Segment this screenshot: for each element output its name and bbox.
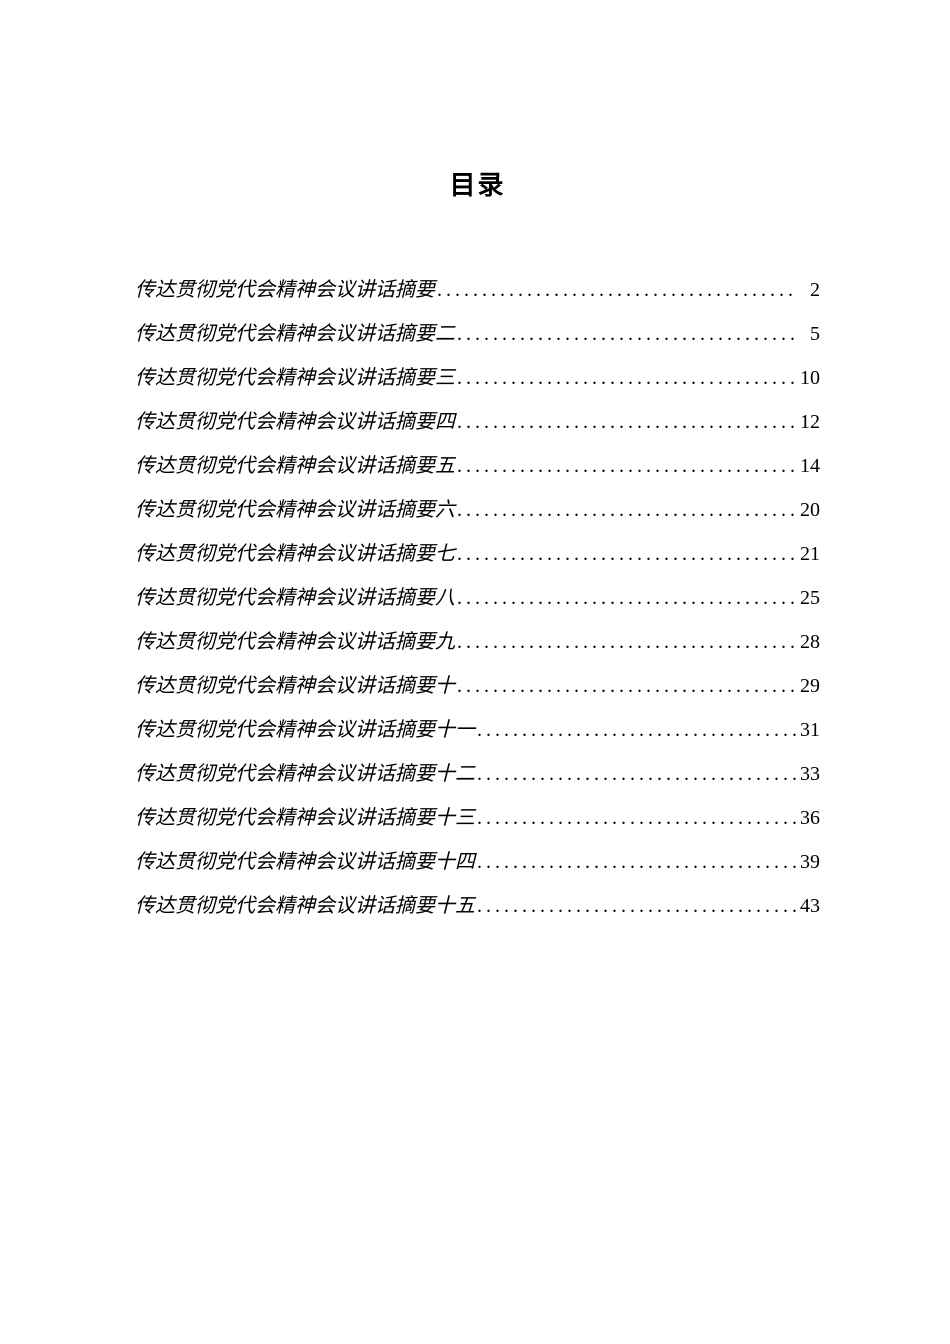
- toc-entry[interactable]: 传达贯彻党代会精神会议讲话摘要二........................…: [135, 324, 820, 344]
- toc-entry-dots: ........................................…: [455, 368, 796, 388]
- toc-entry-page: 28: [796, 632, 820, 652]
- toc-entry-page: 5: [796, 324, 820, 344]
- toc-entry-page: 14: [796, 456, 820, 476]
- toc-entry-label: 传达贯彻党代会精神会议讲话摘要十二: [135, 764, 475, 784]
- toc-entry[interactable]: 传达贯彻党代会精神会议讲话摘要十........................…: [135, 676, 820, 696]
- toc-entry-dots: ........................................…: [455, 324, 796, 344]
- toc-entry-dots: ........................................…: [435, 280, 796, 300]
- toc-entry-label: 传达贯彻党代会精神会议讲话摘要十一: [135, 720, 475, 740]
- toc-entry-dots: ........................................…: [455, 456, 796, 476]
- toc-entry-label: 传达贯彻党代会精神会议讲话摘要五: [135, 456, 455, 476]
- toc-entry-page: 36: [796, 808, 820, 828]
- toc-entry-page: 20: [796, 500, 820, 520]
- toc-entry[interactable]: 传达贯彻党代会精神会议讲话摘要十二.......................…: [135, 764, 820, 784]
- toc-entry-page: 21: [796, 544, 820, 564]
- toc-entry-dots: ........................................…: [475, 852, 796, 872]
- toc-entry-label: 传达贯彻党代会精神会议讲话摘要六: [135, 500, 455, 520]
- toc-entry-label: 传达贯彻党代会精神会议讲话摘要九: [135, 632, 455, 652]
- toc-entry-page: 12: [796, 412, 820, 432]
- toc-entry-dots: ........................................…: [475, 720, 796, 740]
- toc-entry[interactable]: 传达贯彻党代会精神会议讲话摘要十三.......................…: [135, 808, 820, 828]
- toc-entry-dots: ........................................…: [455, 500, 796, 520]
- toc-entry-page: 10: [796, 368, 820, 388]
- toc-entry[interactable]: 传达贯彻党代会精神会议讲话摘要七........................…: [135, 544, 820, 564]
- toc-entry-dots: ........................................…: [475, 764, 796, 784]
- toc-entry-dots: ........................................…: [455, 676, 796, 696]
- toc-entry-label: 传达贯彻党代会精神会议讲话摘要十四: [135, 852, 475, 872]
- toc-title: 目录: [135, 165, 820, 202]
- toc-entry-label: 传达贯彻党代会精神会议讲话摘要八: [135, 588, 455, 608]
- toc-entry-page: 43: [796, 896, 820, 916]
- toc-entry[interactable]: 传达贯彻党代会精神会议讲话摘要五........................…: [135, 456, 820, 476]
- toc-entry-label: 传达贯彻党代会精神会议讲话摘要三: [135, 368, 455, 388]
- toc-entry[interactable]: 传达贯彻党代会精神会议讲话摘要十四.......................…: [135, 852, 820, 872]
- toc-entry-label: 传达贯彻党代会精神会议讲话摘要十: [135, 676, 455, 696]
- toc-entry[interactable]: 传达贯彻党代会精神会议讲话摘要十一.......................…: [135, 720, 820, 740]
- toc-entry-label: 传达贯彻党代会精神会议讲话摘要二: [135, 324, 455, 344]
- toc-entry[interactable]: 传达贯彻党代会精神会议讲话摘要三........................…: [135, 368, 820, 388]
- toc-entry[interactable]: 传达贯彻党代会精神会议讲话摘要.........................…: [135, 280, 820, 300]
- toc-entry-page: 2: [796, 280, 820, 300]
- toc-container: 传达贯彻党代会精神会议讲话摘要.........................…: [135, 280, 820, 916]
- toc-entry[interactable]: 传达贯彻党代会精神会议讲话摘要六........................…: [135, 500, 820, 520]
- toc-entry[interactable]: 传达贯彻党代会精神会议讲话摘要八........................…: [135, 588, 820, 608]
- toc-entry[interactable]: 传达贯彻党代会精神会议讲话摘要十五.......................…: [135, 896, 820, 916]
- toc-entry-dots: ........................................…: [475, 896, 796, 916]
- toc-entry-dots: ........................................…: [455, 412, 796, 432]
- toc-entry-page: 33: [796, 764, 820, 784]
- toc-entry-page: 31: [796, 720, 820, 740]
- toc-entry-page: 29: [796, 676, 820, 696]
- toc-entry-dots: ........................................…: [455, 588, 796, 608]
- toc-entry-label: 传达贯彻党代会精神会议讲话摘要十五: [135, 896, 475, 916]
- toc-entry-label: 传达贯彻党代会精神会议讲话摘要: [135, 280, 435, 300]
- toc-entry-dots: ........................................…: [455, 632, 796, 652]
- toc-entry-dots: ........................................…: [455, 544, 796, 564]
- toc-entry-page: 39: [796, 852, 820, 872]
- toc-entry[interactable]: 传达贯彻党代会精神会议讲话摘要九........................…: [135, 632, 820, 652]
- toc-entry-label: 传达贯彻党代会精神会议讲话摘要四: [135, 412, 455, 432]
- toc-entry-page: 25: [796, 588, 820, 608]
- toc-entry-dots: ........................................…: [475, 808, 796, 828]
- toc-entry-label: 传达贯彻党代会精神会议讲话摘要七: [135, 544, 455, 564]
- toc-entry-label: 传达贯彻党代会精神会议讲话摘要十三: [135, 808, 475, 828]
- toc-entry[interactable]: 传达贯彻党代会精神会议讲话摘要四........................…: [135, 412, 820, 432]
